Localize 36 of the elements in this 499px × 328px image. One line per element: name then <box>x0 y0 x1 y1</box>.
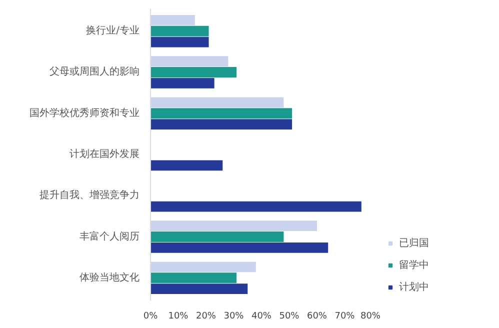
x-tick-label: 30% <box>224 312 244 322</box>
bar <box>150 119 292 130</box>
bar <box>150 78 214 88</box>
bar <box>150 97 284 108</box>
bar <box>150 36 209 48</box>
x-tick-label: 20% <box>196 312 216 322</box>
bar <box>150 14 195 26</box>
x-tick-label: 0% <box>143 312 158 322</box>
x-tick-label: 50% <box>279 312 300 322</box>
bar <box>150 242 328 253</box>
x-tick-label: 10% <box>168 312 189 322</box>
y-tick-label: 丰富个人阅历 <box>80 230 140 242</box>
x-tick-label: 80% <box>360 312 381 322</box>
y-tick-label: 父母或周围人的影响 <box>50 66 140 78</box>
bar <box>150 201 362 212</box>
x-tick-label: 70% <box>334 312 356 322</box>
bar <box>150 232 284 242</box>
bar <box>150 56 228 66</box>
bar <box>150 67 237 78</box>
y-tick-label: 体验当地文化 <box>80 271 140 284</box>
bar <box>150 220 317 231</box>
x-tick-label: 60% <box>307 312 328 322</box>
legend-label: 计划中 <box>399 280 429 294</box>
bar <box>150 262 256 272</box>
y-tick-label: 计划在国外发展 <box>70 148 140 160</box>
bar <box>150 272 237 284</box>
bar <box>150 26 209 36</box>
x-tick-label: 40% <box>252 312 272 322</box>
bar <box>150 108 292 119</box>
y-tick-label: 提升自我、增强竞争力 <box>40 189 140 202</box>
bar <box>150 160 223 171</box>
y-tick-label: 换行业/专业 <box>86 24 140 37</box>
legend-label: 已归国 <box>399 236 429 250</box>
legend-label: 留学中 <box>399 258 429 272</box>
bar <box>150 284 248 294</box>
y-tick-label: 国外学校优秀师资和专业 <box>30 106 140 119</box>
